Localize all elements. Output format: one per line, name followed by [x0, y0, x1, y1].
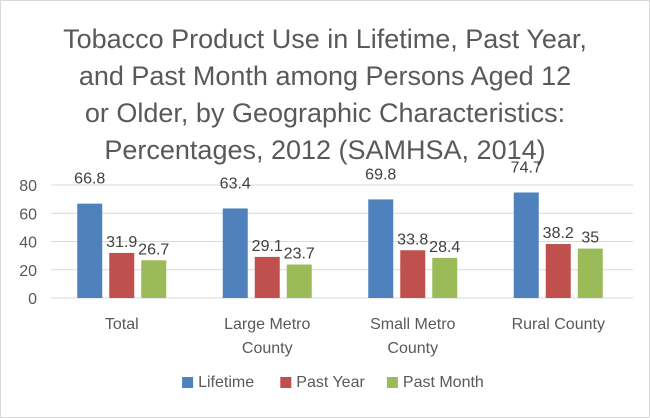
bar-past-month-0: [141, 260, 167, 298]
data-label-past-month-0: 26.7: [138, 241, 169, 258]
bar-lifetime-0: [77, 203, 103, 298]
y-tick-label-1: 20: [19, 263, 37, 280]
data-label-past-year-1: 29.1: [252, 238, 283, 255]
data-label-lifetime-0: 66.8: [74, 171, 105, 188]
chart-title-line-4: Percentages, 2012 (SAMHSA, 2014): [104, 135, 546, 165]
data-label-past-month-1: 23.7: [284, 246, 315, 263]
bar-past-month-1: [286, 264, 312, 298]
bar-past-month-2: [432, 257, 458, 298]
bar-past-year-1: [254, 256, 280, 298]
y-tick-label-0: 0: [28, 291, 37, 308]
legend-label-lifetime: Lifetime: [198, 374, 254, 391]
bar-past-year-3: [545, 244, 571, 298]
bar-lifetime-2: [368, 199, 394, 298]
bar-lifetime-1: [222, 208, 248, 298]
y-tick-label-4: 80: [19, 178, 37, 195]
category-label-2-0: Small Metro: [370, 316, 455, 333]
y-tick-label-2: 40: [19, 235, 37, 252]
category-label-2-1: County: [387, 340, 438, 357]
legend-label-past-month: Past Month: [403, 374, 484, 391]
legend-swatch-past-year: [280, 377, 292, 388]
data-label-past-month-3: 35: [581, 230, 599, 247]
chart-title-line-2: and Past Month among Persons Aged 12: [78, 61, 572, 91]
legend-swatch-past-month: [386, 377, 398, 388]
data-label-lifetime-3: 74.7: [511, 159, 542, 176]
data-label-past-year-0: 31.9: [106, 234, 137, 251]
chart-title: Tobacco Product Use in Lifetime, Past Ye…: [1, 21, 649, 169]
category-label-0-0: Total: [105, 316, 139, 333]
category-label-1-1: County: [242, 340, 293, 357]
bar-past-year-2: [400, 250, 426, 298]
legend-swatch-lifetime: [182, 377, 194, 388]
chart-title-line-1: Tobacco Product Use in Lifetime, Past Ye…: [63, 24, 587, 54]
data-label-lifetime-1: 63.4: [220, 175, 251, 192]
bar-past-year-0: [109, 252, 135, 298]
data-label-past-month-2: 28.4: [429, 239, 460, 256]
data-label-lifetime-2: 69.8: [365, 166, 396, 183]
y-tick-label-3: 60: [19, 206, 37, 223]
bar-past-month-3: [577, 248, 603, 298]
bar-lifetime-3: [513, 192, 539, 298]
data-label-past-year-2: 33.8: [397, 231, 428, 248]
data-label-past-year-3: 38.2: [543, 225, 574, 242]
category-label-3-0: Rural County: [512, 316, 605, 333]
chart-title-line-3: or Older, by Geographic Characteristics:: [84, 98, 566, 128]
legend-label-past-year: Past Year: [296, 374, 365, 391]
category-label-1-0: Large Metro: [224, 316, 310, 333]
